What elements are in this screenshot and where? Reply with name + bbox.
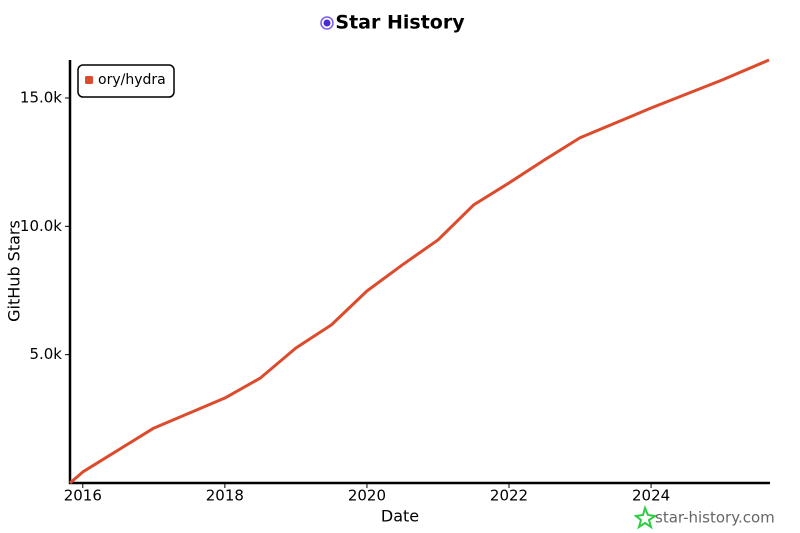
- title-icon: [320, 16, 334, 30]
- y-tick-label: 15.0k: [20, 88, 62, 106]
- series-line: [69, 58, 770, 485]
- x-tick-label: 2024: [632, 487, 670, 505]
- y-tick-label: 10.0k: [20, 217, 62, 235]
- legend-label: ory/hydra: [98, 72, 166, 88]
- x-axis-label: Date: [381, 507, 419, 526]
- y-tick-label: 5.0k: [29, 345, 62, 363]
- watermark: star-history.com: [633, 505, 775, 530]
- legend-box: [77, 64, 175, 98]
- y-axis-label: GitHub Stars: [5, 220, 24, 322]
- legend: ory/hydra: [77, 64, 175, 98]
- x-tick-label: 2018: [206, 487, 244, 505]
- legend-swatch: [85, 76, 93, 84]
- x-tick-label: 2022: [490, 487, 528, 505]
- x-tick-label: 2020: [348, 487, 386, 505]
- watermark-text: star-history.com: [655, 509, 775, 527]
- chart-title: Star History: [335, 12, 465, 34]
- x-tick-label: 2016: [64, 487, 102, 505]
